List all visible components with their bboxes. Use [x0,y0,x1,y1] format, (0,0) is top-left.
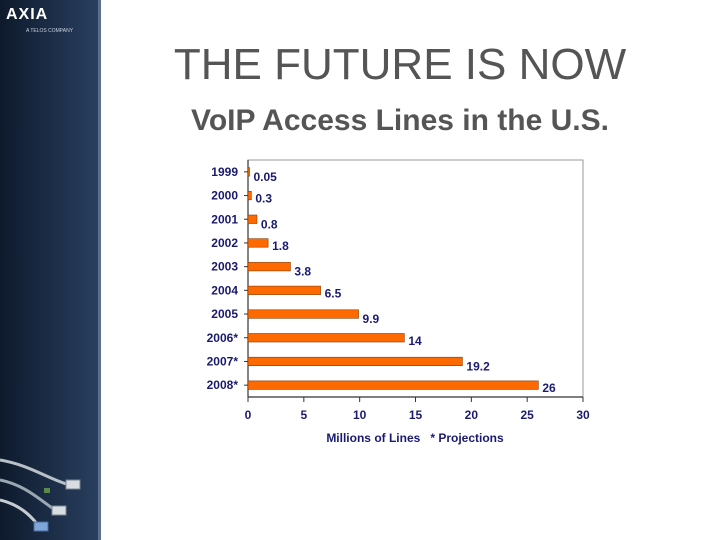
category-label-7: 2006* [207,331,239,345]
x-tick-label-6: 30 [576,408,590,422]
company-logo: AXIA A TELOS COMPANY [6,6,94,40]
x-axis-title: Millions of Lines * Projections [326,431,504,445]
bar-5 [247,285,321,295]
category-label-0: 1999 [211,165,238,179]
bar-7 [247,333,405,343]
bar-0 [247,167,250,177]
x-tick-label-5: 25 [520,408,534,422]
network-cables-image [0,458,81,532]
bar-4 [247,262,291,272]
value-label-0: 0.05 [254,170,278,184]
x-tick-label-2: 10 [353,408,367,422]
logo-subtext: A TELOS COMPANY [26,28,74,34]
sidebar-panel: AXIA A TELOS COMPANY [0,0,98,540]
value-label-9: 26 [542,381,556,395]
x-tick-label-4: 20 [465,408,479,422]
logo-text: AXIA [6,6,49,23]
value-label-5: 6.5 [325,286,342,300]
category-label-3: 2002 [211,236,238,250]
value-label-4: 3.8 [294,265,311,279]
category-label-8: 2007* [207,354,239,368]
bar-1 [247,190,252,201]
x-tick-label-3: 15 [409,408,423,422]
value-label-7: 14 [408,334,422,348]
category-label-9: 2008* [207,378,239,392]
category-label-5: 2004 [211,283,238,297]
slide-title: THE FUTURE IS NOW [173,40,627,89]
bar-9 [247,380,539,390]
value-label-8: 19.2 [466,359,490,373]
slide-subtitle: VoIP Access Lines in the U.S. [191,104,609,137]
category-label-6: 2005 [211,307,238,321]
x-tick-label-1: 5 [300,408,307,422]
x-tick-label-0: 0 [245,408,252,422]
bar-2 [247,214,258,224]
value-label-3: 1.8 [272,239,289,253]
value-label-1: 0.3 [255,192,272,206]
bar-3 [247,238,269,248]
value-label-6: 9.9 [363,312,380,326]
sidebar-divider [98,0,101,540]
voip-bar-chart: 1999 0.05 2000 0.3 2001 0.8 2002 1.8 2003 3.8 2004… [207,159,590,445]
bar-8 [247,356,463,366]
category-label-4: 2003 [211,260,238,274]
category-label-2: 2001 [211,212,238,226]
category-label-1: 2000 [211,189,238,203]
value-label-2: 0.8 [261,217,278,231]
bar-6 [247,309,359,319]
